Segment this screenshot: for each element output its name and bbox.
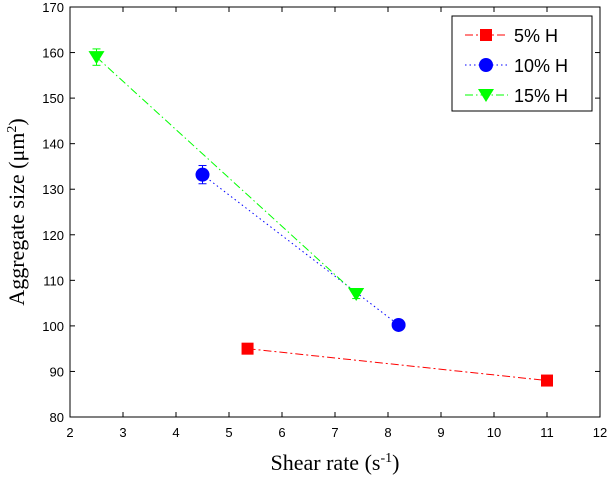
data-point [195, 167, 210, 182]
data-point [88, 51, 105, 65]
x-axis-label: Shear rate (s-1) [271, 450, 400, 475]
y-tick-label: 80 [50, 410, 64, 425]
x-tick-label: 2 [66, 425, 73, 440]
legend-box [451, 15, 593, 112]
legend-label: 10% H [514, 56, 568, 76]
y-tick-label: 160 [42, 46, 64, 61]
y-tick-label: 130 [42, 182, 64, 197]
series-line [202, 174, 399, 326]
y-axis-label: Aggregate size (μm2) [4, 118, 29, 305]
x-tick-label: 8 [384, 425, 391, 440]
x-tick-label: 5 [225, 425, 232, 440]
y-tick-label: 110 [43, 273, 64, 288]
series-line [247, 348, 548, 382]
data-point [348, 288, 365, 301]
legend: 5% H 10% H 15% H [451, 15, 593, 112]
plot-frame [69, 6, 601, 418]
y-tick-label: 170 [42, 0, 64, 15]
series-5pct-h [241, 342, 553, 387]
legend-label: 5% H [514, 26, 558, 46]
series-15pct-h [88, 48, 365, 301]
data-point [541, 374, 553, 387]
y-tick-label: 120 [42, 228, 64, 243]
x-tick-label: 9 [437, 425, 444, 440]
data-point [391, 317, 406, 332]
x-tick-label: 11 [540, 425, 554, 440]
y-tick-label: 100 [42, 319, 64, 334]
y-tick-label: 150 [42, 91, 64, 106]
x-tick-label: 4 [172, 425, 179, 440]
data-point [241, 342, 254, 355]
legend-marker-triangle-down [478, 89, 494, 102]
x-tick-label: 3 [119, 425, 126, 440]
legend-label: 15% H [514, 86, 568, 106]
y-tick-label: 140 [42, 137, 64, 152]
legend-marker-circle [479, 58, 493, 72]
x-tick-label: 12 [593, 425, 607, 440]
x-tick-label: 6 [278, 425, 285, 440]
x-tick-label: 10 [487, 425, 501, 440]
y-tick-label: 90 [50, 364, 64, 379]
legend-marker-square [480, 29, 492, 41]
series-line [96, 56, 357, 295]
x-tick-label: 7 [331, 425, 338, 440]
series-10pct-h [195, 165, 406, 332]
